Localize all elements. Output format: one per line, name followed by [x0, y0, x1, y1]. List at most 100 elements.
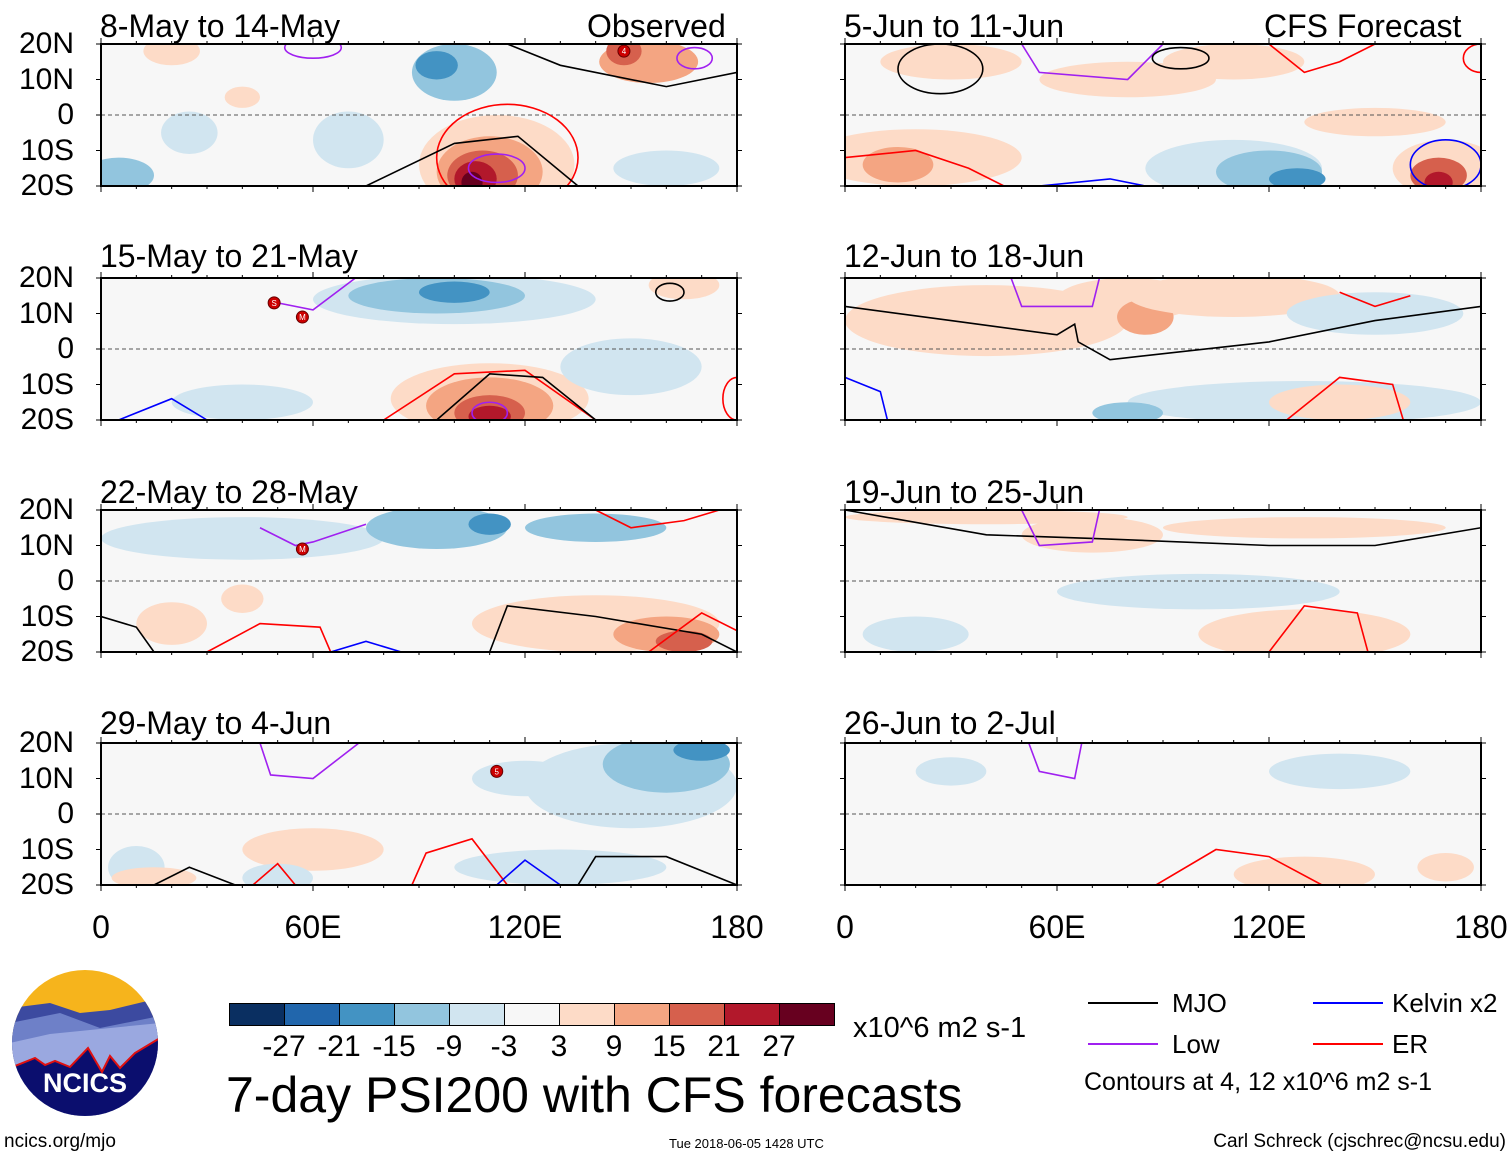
- contour-line: [411, 837, 508, 885]
- contour-line: [259, 743, 360, 780]
- contour-line: [330, 640, 402, 652]
- anomaly-shading: [1127, 278, 1340, 318]
- map-panel: 4: [96, 38, 742, 192]
- y-tick-label: 0: [57, 332, 74, 365]
- y-tick-label: 10N: [18, 296, 74, 330]
- x-tick-label: 180: [1454, 909, 1508, 945]
- anomaly-shading: [862, 616, 969, 652]
- y-tick-label: 10S: [20, 832, 74, 866]
- contour-note: Contours at 4, 12 x10^6 m2 s-1: [1084, 1068, 1433, 1096]
- anomaly-shading: [1198, 609, 1411, 652]
- contour-line: [383, 369, 597, 420]
- map-panel: 5: [96, 737, 742, 891]
- anomaly-shading: [242, 828, 384, 871]
- anomaly-shading: [1233, 856, 1375, 885]
- map-panel: [840, 504, 1486, 658]
- colorbar-label: 27: [762, 1030, 796, 1063]
- colorbar-swatch: [669, 1003, 725, 1026]
- anomaly-shading: [461, 171, 483, 186]
- anomaly-shading: [136, 602, 207, 645]
- panel-title: 29-May to 4-Jun: [100, 705, 332, 741]
- panel-title: 19-Jun to 25-Jun: [844, 474, 1085, 510]
- colorbar-label: -9: [435, 1030, 463, 1063]
- footer-url[interactable]: ncics.org/mjo: [4, 1131, 116, 1152]
- contour-line: [1039, 178, 1146, 186]
- contour-line: [118, 397, 208, 420]
- map-panel: [840, 38, 1486, 192]
- anomaly-shading: [415, 51, 458, 80]
- footer-timestamp: Tue 2018-06-05 1428 UTC: [669, 1136, 824, 1151]
- panel-title: 8-May to 14-May: [100, 8, 341, 44]
- y-tick-label: 10N: [18, 62, 74, 96]
- storm-marker: M: [295, 542, 309, 556]
- colorbar-label: 15: [652, 1030, 686, 1063]
- y-tick-label: 10S: [20, 599, 74, 633]
- figure-title: 7-day PSI200 with CFS forecasts: [226, 1067, 963, 1123]
- anomaly-shading: [1269, 753, 1411, 790]
- anomaly-shading: [454, 849, 667, 885]
- anomaly-shading: [845, 285, 1128, 357]
- anomaly-shading: [1269, 384, 1411, 420]
- colorbar-label: 9: [605, 1030, 623, 1063]
- storm-label: S: [271, 299, 276, 308]
- contour-line: [1027, 743, 1083, 780]
- contour-line: [1268, 604, 1369, 652]
- colorbar-swatch: [339, 1003, 395, 1026]
- panel-title: 22-May to 28-May: [100, 474, 358, 510]
- contour-line: [845, 149, 1005, 186]
- y-tick-label: 10N: [18, 761, 74, 795]
- contour-line: [471, 401, 509, 420]
- colorbar-label: -27: [262, 1030, 306, 1063]
- contour-line: [654, 282, 685, 302]
- legend-er: ER: [1392, 1029, 1429, 1059]
- x-tick-label: 60E: [284, 909, 342, 945]
- storm-label: 4: [622, 47, 627, 56]
- x-tick-label: 120E: [1231, 909, 1307, 945]
- y-tick-label: 0: [57, 564, 74, 597]
- contour-line: [676, 46, 714, 70]
- contour-line: [488, 604, 737, 652]
- colorbar-swatch: [614, 1003, 670, 1026]
- x-tick-label: 180: [710, 909, 764, 945]
- contour-line: [845, 376, 889, 420]
- anomaly-shading: [1286, 292, 1464, 335]
- colorbar-swatch: [284, 1003, 340, 1026]
- colorbar-label: 21: [707, 1030, 741, 1063]
- anomaly-shading: [313, 111, 384, 169]
- colorbar-swatch: [724, 1003, 780, 1026]
- anomaly-shading: [221, 584, 264, 613]
- panel-title: 15-May to 21-May: [100, 238, 358, 274]
- storm-marker: 4: [617, 44, 631, 58]
- colorbar-swatch: [229, 1003, 285, 1026]
- contour-line: [1020, 44, 1164, 81]
- x-tick-label: 120E: [487, 909, 563, 945]
- colorbar-swatch: [504, 1003, 560, 1026]
- contour-line: [1339, 291, 1411, 308]
- contour-line: [648, 612, 737, 652]
- contour-line: [496, 859, 561, 885]
- contour-line: [1020, 510, 1101, 547]
- legend-kelvin: Kelvin x2: [1392, 988, 1498, 1018]
- contour-line: [101, 615, 155, 652]
- panel-title: 26-Jun to 2-Jul: [844, 705, 1056, 741]
- anomaly-shading: [915, 757, 987, 786]
- header-observed: Observed: [587, 8, 726, 44]
- anomaly-shading: [1424, 171, 1453, 186]
- anomaly-shading: [613, 150, 720, 186]
- y-tick-label: 10S: [20, 133, 74, 167]
- contour-line: [435, 103, 579, 186]
- contour-line: [1155, 848, 1323, 885]
- contour-line: [577, 855, 737, 885]
- anomaly-shading: [171, 384, 313, 420]
- map-panel: SM: [96, 272, 742, 426]
- panel-title: 5-Jun to 11-Jun: [844, 8, 1064, 44]
- contour-line: [206, 622, 332, 652]
- y-tick-label: 20N: [18, 27, 74, 60]
- anomaly-shading: [468, 405, 511, 420]
- colorbar-label: -3: [490, 1030, 518, 1063]
- anomaly-shading: [101, 517, 384, 560]
- anomaly-shading: [560, 338, 702, 396]
- contour-line: [1010, 278, 1101, 308]
- contour-line: [1409, 139, 1481, 186]
- legend-low-line: [1088, 1043, 1158, 1045]
